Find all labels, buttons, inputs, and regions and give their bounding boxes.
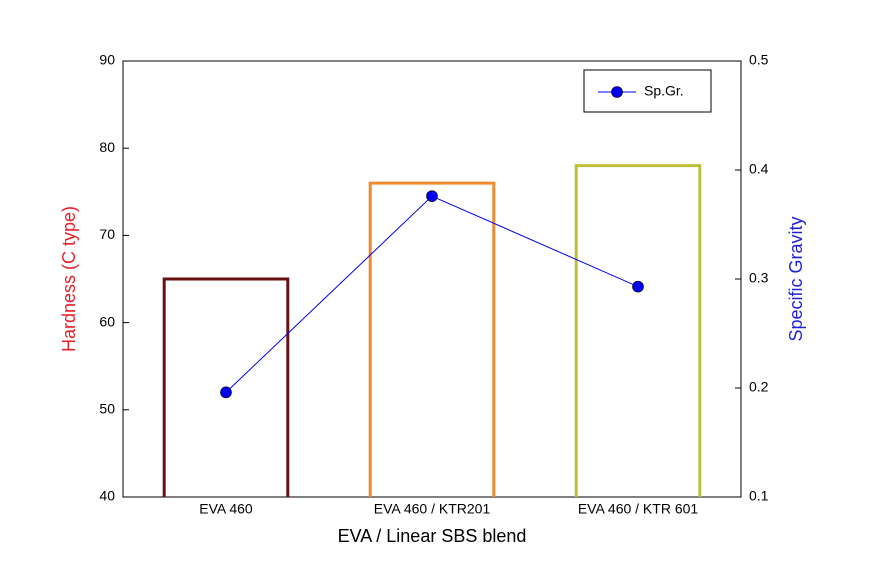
y-tick-label: 70	[99, 226, 115, 242]
y-axis-label: Hardness (C type)	[59, 206, 79, 352]
legend-box	[583, 69, 712, 113]
y-tick-label: 90	[99, 52, 115, 68]
y2-tick-label: 0.3	[749, 270, 769, 286]
x-axis-label: EVA / Linear SBS blend	[338, 526, 527, 546]
x-tick-label: EVA 460 / KTR201	[374, 501, 491, 517]
legend-marker	[611, 86, 623, 98]
y-tick-label: 40	[99, 488, 115, 504]
legend-label: Sp.Gr.	[644, 83, 684, 99]
bar	[162, 277, 290, 497]
y2-axis-label: Specific Gravity	[786, 216, 806, 341]
y2-tick-label: 0.1	[749, 488, 769, 504]
point	[426, 190, 438, 202]
point	[632, 280, 644, 293]
y2-tick-label: 0.4	[749, 161, 769, 177]
x-tick-label: EVA 460	[199, 501, 253, 517]
y-tick-label: 50	[99, 401, 115, 417]
y2-tick-label: 0.5	[749, 52, 769, 68]
y-tick-label: 80	[99, 139, 115, 155]
y-tick-label: 60	[99, 313, 115, 329]
y2-tick-label: 0.2	[749, 379, 769, 395]
bar	[574, 164, 702, 497]
bar	[368, 181, 496, 497]
x-tick-label: EVA 460 / KTR 601	[578, 501, 699, 517]
point	[220, 386, 232, 399]
